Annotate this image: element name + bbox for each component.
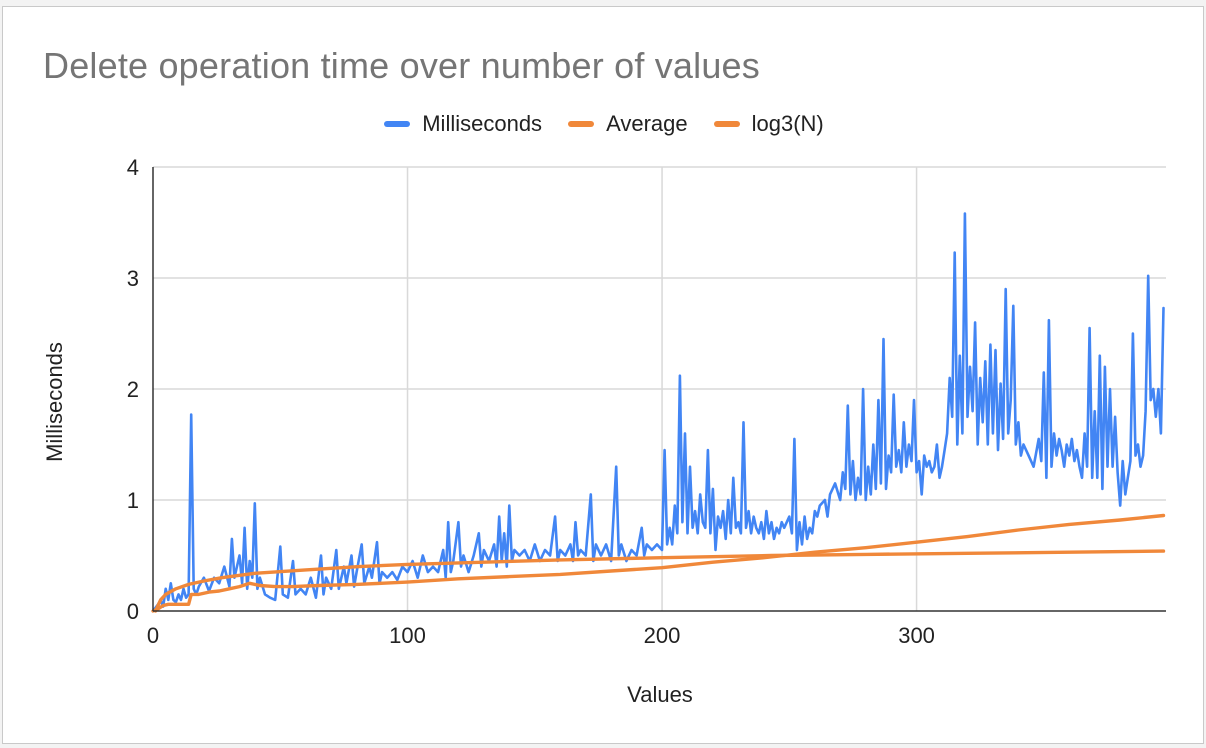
x-tick-label: 200: [644, 623, 681, 648]
legend-item-milliseconds[interactable]: Milliseconds: [384, 111, 542, 137]
legend-item-log3[interactable]: log3(N): [713, 111, 824, 137]
legend-label-milliseconds: Milliseconds: [422, 111, 543, 136]
legend-label-average: Average: [606, 111, 688, 136]
chart-legend: Milliseconds Average log3(N): [3, 111, 1205, 137]
series-line-log3-n: [153, 549, 1166, 613]
y-tick-label: 0: [127, 599, 139, 624]
y-tick-label: 3: [127, 266, 139, 291]
y-axis-title: Milliseconds: [42, 342, 67, 462]
y-tick-label: 4: [127, 155, 139, 180]
y-tick-label: 1: [127, 488, 139, 513]
y-tick-label: 2: [127, 377, 139, 402]
series-line-milliseconds: [151, 212, 1165, 613]
chart-title: Delete operation time over number of val…: [43, 45, 760, 86]
x-tick-label: 300: [898, 623, 935, 648]
legend-swatch-average: [568, 121, 595, 127]
legend-swatch-log3: [713, 121, 740, 127]
x-tick-label: 100: [389, 623, 426, 648]
axes: 0 1 2 3 4 0 100 200 300: [127, 155, 1166, 648]
x-axis-title: Values: [627, 682, 693, 707]
series-layer: [151, 212, 1166, 613]
legend-item-average[interactable]: Average: [568, 111, 688, 137]
x-tick-label: 0: [147, 623, 159, 648]
series-line-average: [151, 513, 1166, 613]
legend-swatch-milliseconds: [384, 121, 411, 127]
legend-label-log3: log3(N): [751, 111, 824, 136]
